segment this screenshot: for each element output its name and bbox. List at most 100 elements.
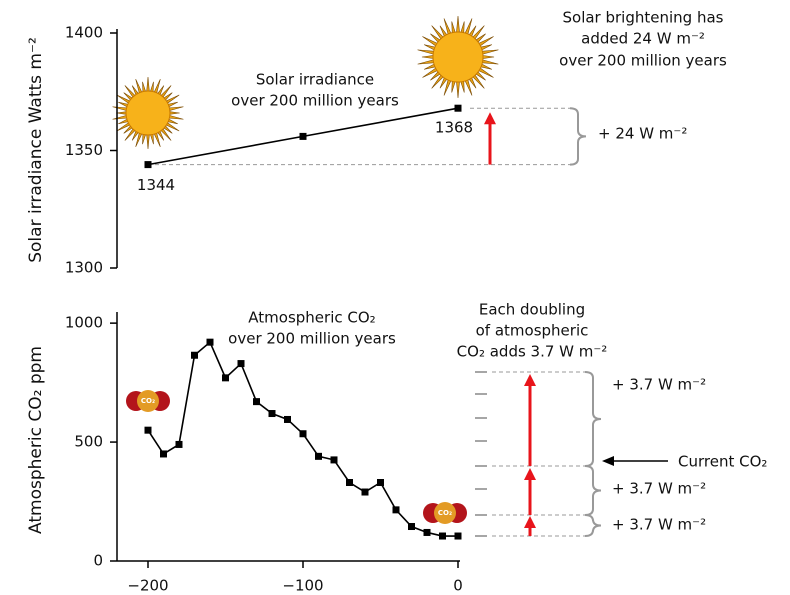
data-point [315,452,322,460]
y-tick-label: 1400 [65,24,103,42]
annotation: Current CO₂ [678,453,767,471]
sun [125,90,171,136]
data-point [268,410,276,418]
sun-ray [482,55,495,59]
sun-ray [167,101,178,108]
data-label: 1344 [137,176,175,194]
y-tick-label: 500 [74,433,103,451]
y-tick-label: 1300 [65,259,103,277]
sun-ray [481,59,499,65]
co2-icon [434,502,456,524]
pointer-head [602,456,614,466]
data-label: 1368 [435,119,473,137]
annotation: added 24 W m⁻² [581,30,705,48]
sun-ray [460,80,465,93]
annotation: + 3.7 W m⁻² [612,376,706,394]
x-tick-label: 0 [453,577,463,595]
arrow-head [524,516,536,528]
sun-ray [112,106,127,111]
arrow-head [484,112,496,125]
sun-ray [423,63,436,70]
sun-ray [456,15,460,33]
data-point [439,532,446,540]
co2-icon [137,390,159,412]
data-line [147,340,458,537]
data-point [299,430,307,438]
data-point [237,360,245,368]
brace [584,465,602,516]
data-point [330,456,338,464]
sun-ray [421,55,434,59]
sun-ray [116,111,127,115]
sun-ray [135,132,143,147]
sun-ray [443,79,452,96]
sun-ray [443,18,452,35]
sun-ray [142,134,146,145]
sun-ray [112,115,127,120]
y-tick-label: 1350 [65,141,103,159]
brace [569,107,587,166]
data-point [144,426,152,434]
sun-ray [460,21,465,34]
annotation: over 200 million years [228,330,396,348]
sun-ray [146,134,150,150]
y-tick-label: 1000 [65,314,103,332]
sun-ray [153,132,161,147]
brace [584,514,602,537]
data-point [423,528,431,536]
sun-ray [150,81,154,92]
sun-ray [118,118,129,125]
sun-ray [167,118,178,125]
sun-ray [169,106,184,111]
annotation: Solar brightening has [563,9,724,27]
data-point [299,132,307,140]
data-point [392,506,400,514]
sun-ray [169,115,184,120]
sun-ray [464,79,473,96]
data-point [454,104,462,112]
sun-ray [456,81,460,99]
data-point [377,479,384,487]
annotation: + 24 W m⁻² [598,125,687,143]
x-tick-label: −100 [282,577,323,595]
annotation: Solar irradiance [256,71,374,89]
annotation: Each doubling [479,301,585,319]
y-tick-label: 0 [93,552,103,570]
data-point [346,479,353,487]
data-point [253,398,260,406]
sun-ray [150,134,154,145]
annotation: CO₂ adds 3.7 W m⁻² [457,343,608,361]
annotation: of atmospheric [476,322,589,340]
data-point [284,415,291,423]
data-point [191,351,198,359]
sun-ray [480,63,493,70]
sun-ray [423,44,436,51]
y-axis-label: Atmospheric CO₂ ppm [26,346,46,534]
co2-icon-label: CO₂ [438,509,452,517]
annotation: + 3.7 W m⁻² [612,516,706,534]
sun-ray [451,80,456,93]
sun-ray [169,111,180,115]
annotation: + 3.7 W m⁻² [612,480,706,498]
data-point [144,161,152,169]
y-axis-label: Solar irradiance Watts m⁻² [26,37,46,263]
brace [584,371,602,467]
data-point [408,523,415,531]
data-point [222,374,229,382]
sun-ray [118,101,129,108]
sun-ray [451,21,456,34]
annotation: over 200 million years [231,92,399,110]
data-point [175,440,183,448]
x-tick-label: −200 [127,577,168,595]
sun-ray [417,59,435,65]
co2-icon-label: CO₂ [141,397,155,405]
data-point [160,450,167,458]
data-point [206,338,214,346]
data-point [454,532,462,540]
annotation: over 200 million years [559,52,727,70]
sun [432,31,484,83]
arrow-head [524,468,536,480]
sun-ray [464,18,473,35]
arrow-head [524,374,536,386]
